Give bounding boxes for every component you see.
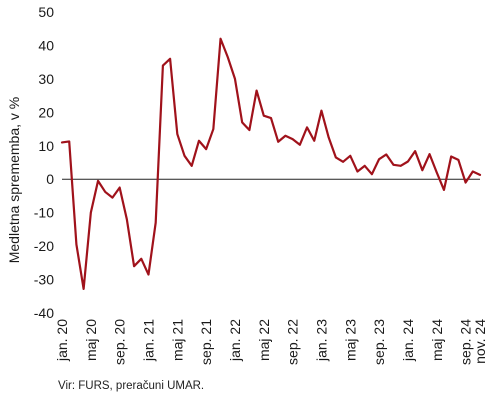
x-tick-label: sep. 24 — [458, 319, 474, 365]
y-tick-label: -20 — [34, 238, 54, 254]
x-tick-label: jan. 21 — [140, 319, 156, 362]
x-tick-label: jan. 20 — [54, 319, 70, 362]
x-tick-label: sep. 22 — [285, 319, 301, 365]
x-tick-label: maj 21 — [169, 319, 185, 361]
y-tick-label: 20 — [38, 104, 54, 120]
x-tick-label: sep. 20 — [112, 319, 128, 365]
x-tick-label: sep. 21 — [198, 319, 214, 365]
x-tick-label: maj 20 — [83, 319, 99, 361]
x-tick-label: jan. 23 — [313, 319, 329, 362]
x-tick-label: jan. 22 — [227, 319, 243, 362]
y-tick-label: 30 — [38, 71, 54, 87]
y-tick-label: 50 — [38, 4, 54, 20]
x-tick-label: maj 23 — [342, 319, 358, 361]
y-axis-label: Medletna sprememba, v % — [6, 97, 22, 264]
y-tick-label: -10 — [34, 205, 54, 221]
y-tick-label: 40 — [38, 37, 54, 53]
x-tick-label: maj 22 — [256, 319, 272, 361]
x-tick-label: maj 24 — [429, 319, 445, 361]
y-axis: -40 -30 -20 -10 0 10 20 30 40 50 — [34, 4, 54, 321]
x-tick-label: sep. 23 — [371, 319, 387, 365]
series-layer — [60, 37, 482, 291]
x-axis: jan. 20 maj 20 sep. 20 jan. 21 maj 21 sep. 21… — [54, 319, 488, 365]
y-tick-label: -30 — [34, 272, 54, 288]
y-tick-label: 10 — [38, 138, 54, 154]
x-tick-label: nov. 24 — [472, 319, 488, 364]
series-line — [60, 37, 482, 291]
source-note: Vir: FURS, preračuni UMAR. — [58, 380, 205, 392]
y-tick-label: 0 — [46, 171, 54, 187]
x-tick-label: jan. 24 — [400, 319, 416, 362]
y-tick-label: -40 — [34, 305, 54, 321]
